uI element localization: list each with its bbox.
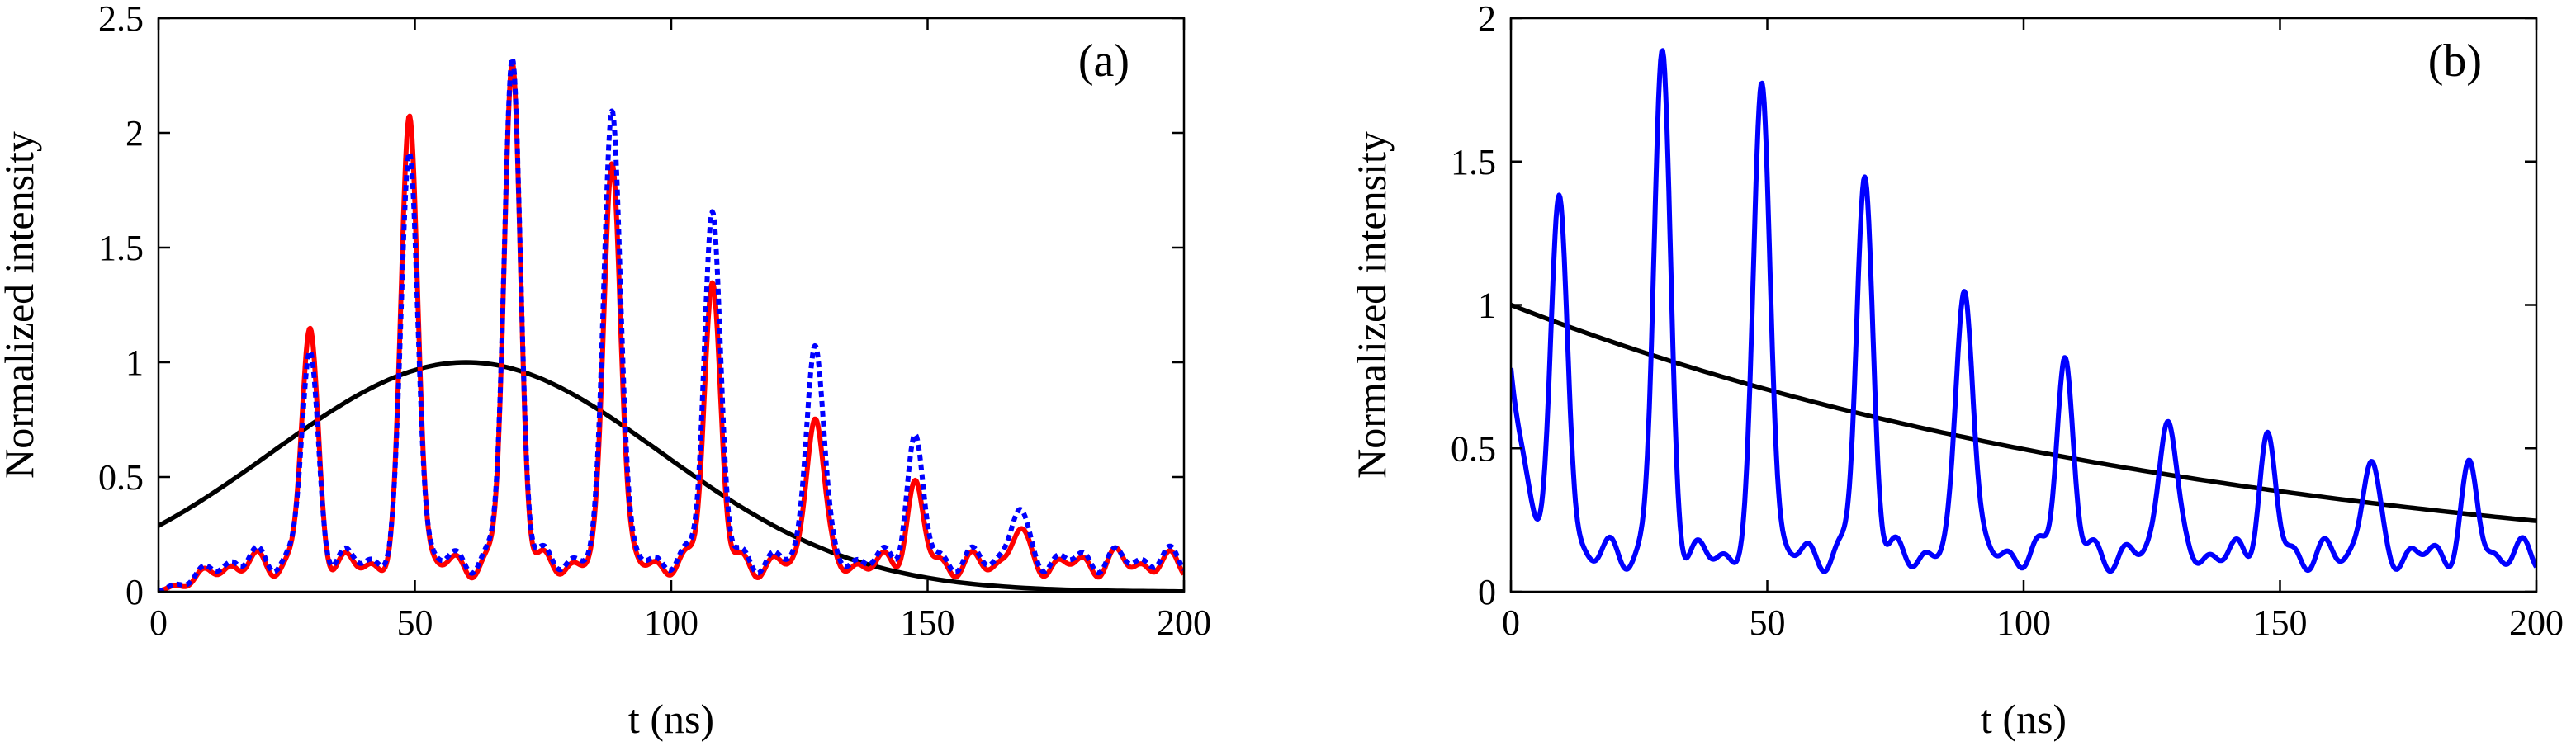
x-tick-label: 150	[901, 602, 955, 643]
series-line-pulse-train-dotted	[159, 55, 1184, 592]
panel-label: (b)	[2428, 35, 2482, 87]
x-tick-label: 200	[2509, 602, 2564, 643]
chart-panel-b: 0 50 100 150 200 0 0.5 1 1.5 2 t (ns) Normalized in…	[1348, 0, 2564, 742]
series-line-envelope	[1511, 302, 2536, 523]
y-axis-label: Normalized intensity	[1348, 131, 1395, 479]
y-tick-label: 0	[1478, 572, 1496, 612]
y-tick-label: 1	[1478, 286, 1496, 326]
y-tick-label: 2	[125, 113, 144, 154]
series-line-envelope	[159, 360, 1184, 592]
series-line-pulse-train	[1511, 48, 2536, 574]
y-tick-label: 1	[125, 342, 144, 383]
y-tick-label: 0	[125, 572, 144, 612]
y-tick-label: 1.5	[1451, 142, 1496, 182]
panel-label: (a)	[1078, 35, 1129, 87]
x-tick-label: 100	[644, 602, 698, 643]
x-axis-label: t (ns)	[1981, 696, 2067, 742]
x-tick-label: 50	[397, 602, 433, 643]
x-tick-label: 150	[2253, 602, 2308, 643]
y-tick-label: 2.5	[98, 0, 144, 39]
x-axis-label: t (ns)	[628, 696, 714, 742]
x-tick-label: 50	[1750, 602, 1786, 643]
x-tick-label: 200	[1157, 602, 1211, 643]
chart-panel-a: 0 50 100 150 200 0 0.5 1 1.5 2 2.5 t (ns) Normalized…	[0, 0, 1211, 742]
y-axis-label: Normalized intensity	[0, 131, 42, 479]
x-tick-label: 0	[1502, 602, 1520, 643]
y-tick-label: 2	[1478, 0, 1496, 39]
y-tick-label: 0.5	[1451, 428, 1496, 469]
y-tick-label: 0.5	[98, 457, 144, 498]
x-tick-label: 100	[1996, 602, 2051, 643]
y-tick-label: 1.5	[98, 228, 144, 268]
x-tick-label: 0	[149, 602, 168, 643]
